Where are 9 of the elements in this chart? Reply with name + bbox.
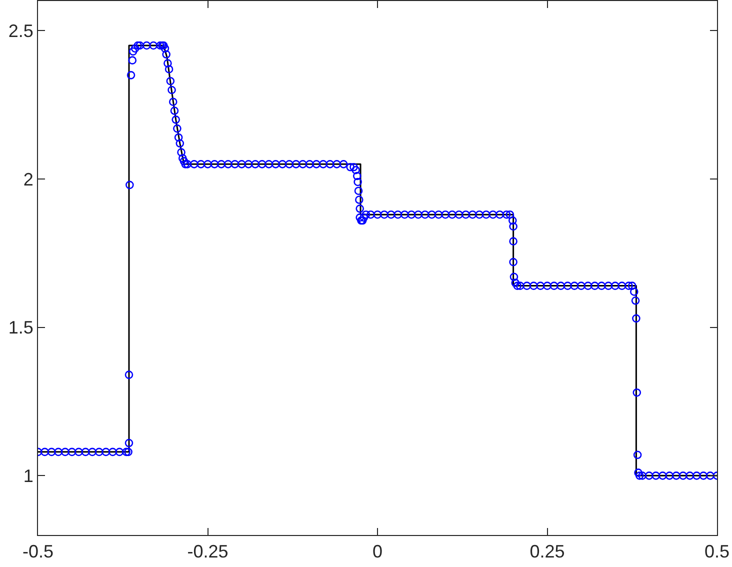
y-tick-label: 1.5 <box>8 318 34 338</box>
y-tick-label: 1 <box>23 466 34 486</box>
x-tick-label: -0.25 <box>187 542 228 562</box>
x-tick-label: 0.5 <box>704 542 730 562</box>
y-tick-label: 2.5 <box>8 20 34 41</box>
x-tick-label: -0.5 <box>22 542 54 562</box>
x-tick-label: 0 <box>372 542 383 562</box>
x-tick-label: 0.25 <box>530 542 565 562</box>
y-tick-label: 2 <box>23 169 34 190</box>
